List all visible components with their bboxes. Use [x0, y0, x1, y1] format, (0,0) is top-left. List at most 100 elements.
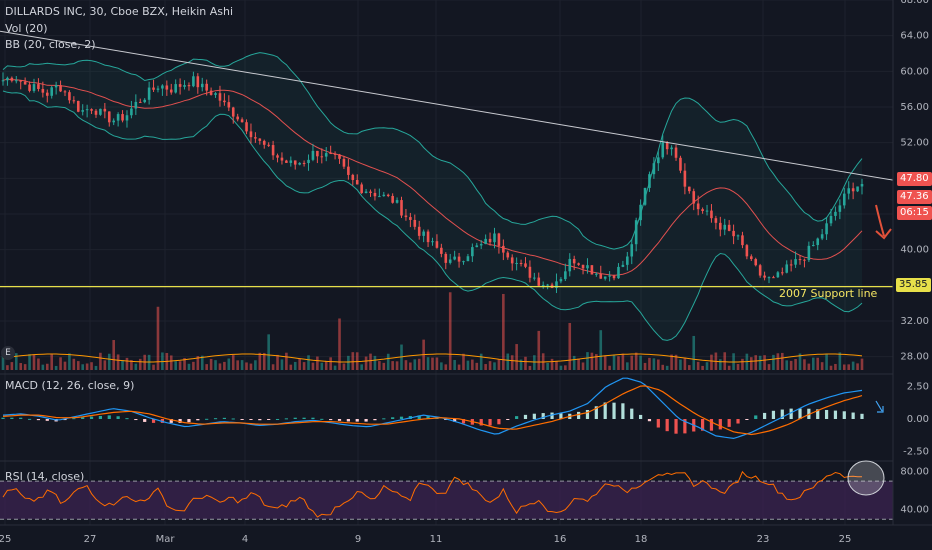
candle-body — [174, 84, 177, 93]
volume-bar — [550, 358, 554, 370]
macd-histogram-bar — [27, 418, 32, 420]
candle-body — [10, 77, 14, 81]
time-tick-label: 25 — [0, 534, 11, 545]
macd-histogram-bar — [116, 416, 120, 419]
candle-body — [630, 244, 634, 257]
volume-ma-line — [2, 353, 863, 363]
volume-bar — [262, 352, 266, 370]
candle-body — [382, 194, 386, 197]
macd-histogram-bar — [169, 419, 173, 423]
volume-bar — [692, 335, 696, 370]
candle-body — [462, 261, 465, 263]
volume-bar — [785, 360, 789, 370]
volume-bar — [679, 359, 682, 370]
volume-bar — [661, 364, 665, 370]
macd-histogram-bar — [479, 419, 483, 426]
candle-body — [572, 258, 576, 264]
candle-body — [218, 93, 222, 101]
candle-body — [475, 245, 479, 248]
candle-body — [298, 162, 301, 165]
volume-panel — [1, 292, 864, 370]
volume-bar — [90, 362, 93, 370]
volume-bar — [19, 363, 23, 370]
volume-bar — [302, 362, 306, 370]
candle-body — [541, 285, 545, 287]
candle-body — [696, 203, 700, 210]
candle-body — [825, 223, 828, 235]
candle-body — [555, 281, 558, 289]
candle-body — [484, 238, 487, 245]
candle-body — [72, 100, 76, 102]
candle-body — [130, 108, 133, 116]
candle-body — [1, 80, 5, 82]
bb-lower-line — [2, 90, 863, 341]
macd-histogram-bar — [824, 409, 829, 419]
volume-bar — [643, 362, 647, 370]
candle-body — [285, 160, 288, 163]
volume-bar — [6, 365, 9, 370]
volume-bar — [488, 361, 492, 370]
macd-histogram-bar — [621, 403, 625, 419]
volume-bar — [665, 365, 669, 370]
volume-bar — [435, 357, 439, 370]
candle-body — [338, 154, 341, 159]
volume-bar — [608, 365, 611, 370]
candle-body — [648, 174, 651, 188]
volume-bar — [440, 362, 443, 370]
volume-bar — [829, 365, 833, 370]
macd-histogram-bar — [320, 418, 324, 420]
volume-bar — [231, 355, 235, 370]
volume-bar — [386, 353, 390, 370]
candle-body — [559, 279, 563, 282]
earnings-badge[interactable]: E — [1, 346, 15, 360]
time-tick-label: 27 — [84, 534, 97, 545]
macd-histogram-bar — [771, 410, 776, 419]
bb-legend[interactable]: BB (20, close, 2) — [5, 38, 96, 51]
time-axis[interactable]: 25 27 Mar 4 9 11 16 18 23 25 — [0, 524, 932, 545]
volume-bar — [32, 354, 36, 370]
volume-bar — [258, 352, 262, 370]
candle-body — [515, 262, 518, 264]
macd-histogram-bar — [275, 418, 280, 420]
volume-bar — [285, 352, 288, 370]
volume-bar — [701, 365, 704, 370]
volume-bar — [347, 355, 350, 370]
macd-legend[interactable]: MACD (12, 26, close, 9) — [5, 379, 135, 392]
macd-histogram-bar — [293, 417, 297, 419]
candle-body — [785, 264, 789, 273]
candle-body — [342, 158, 346, 167]
volume-bar — [572, 355, 576, 370]
rsi-legend[interactable]: RSI (14, close) — [5, 470, 85, 483]
price-axis[interactable]: 68.0064.0060.0056.0052.0048.0044.0040.00… — [892, 0, 929, 525]
candle-body — [32, 84, 36, 91]
volume-bar — [342, 363, 346, 370]
macd-histogram-bar — [222, 417, 226, 419]
macd-histogram-bar — [337, 419, 342, 421]
candle-body — [351, 174, 355, 180]
volume-bar — [245, 362, 248, 370]
candle-body — [665, 142, 669, 150]
candle-body — [692, 191, 696, 204]
candle-body — [519, 262, 523, 264]
candle-body — [196, 76, 200, 88]
candle-body — [404, 215, 408, 218]
macd-arrow-annotation — [875, 400, 884, 413]
price-tag-last: 47.36 — [897, 190, 932, 204]
volume-bar — [688, 365, 691, 370]
volume-legend[interactable]: Vol (20) — [5, 22, 48, 35]
macd-histogram-bar — [523, 414, 528, 419]
candle-body — [581, 264, 585, 269]
macd-histogram-bar — [718, 419, 722, 430]
macd-histogram-bar — [594, 406, 598, 419]
macd-histogram-bar — [488, 419, 492, 426]
symbol-legend[interactable]: DILLARDS INC, 30, Cboe BZX, Heikin Ashi — [5, 5, 234, 18]
candle-body — [112, 120, 115, 123]
volume-bar — [125, 357, 129, 370]
candle-body — [444, 253, 448, 263]
volume-bar — [107, 353, 111, 370]
volume-bar — [426, 357, 430, 370]
candle-body — [178, 84, 182, 87]
macd-histogram-bar — [81, 417, 85, 419]
volume-bar — [639, 355, 642, 370]
volume-bar — [373, 355, 377, 370]
